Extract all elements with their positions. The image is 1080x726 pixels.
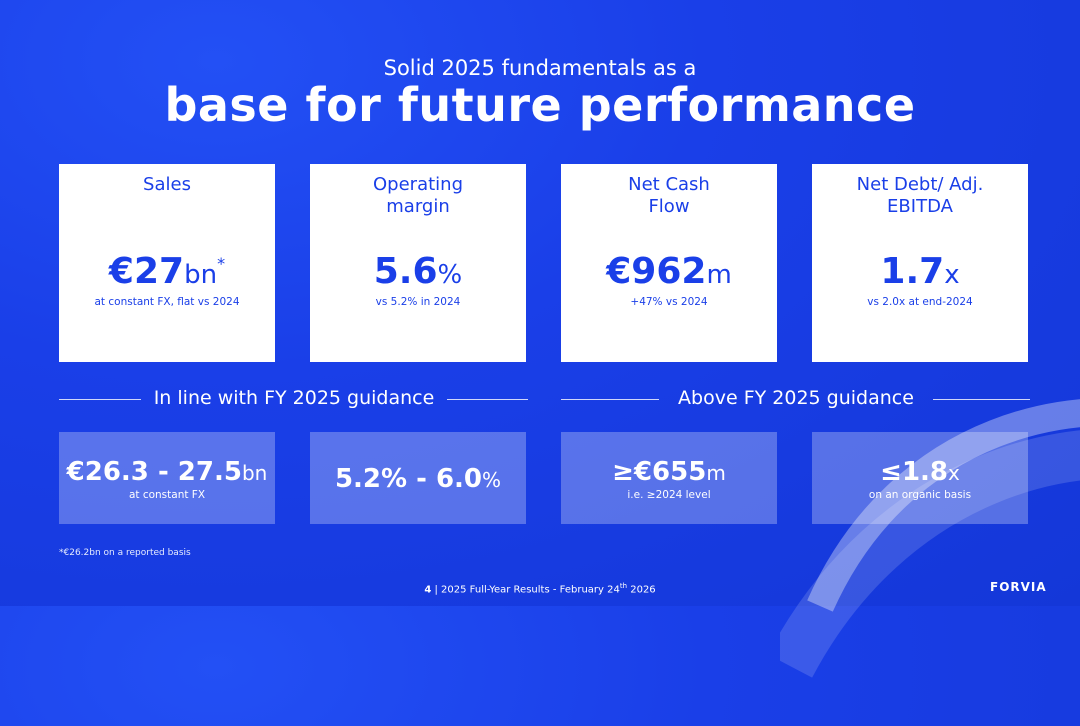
guidance-box-cash-flow: ≥€655m i.e. ≥2024 level — [561, 432, 777, 524]
divider-line — [561, 399, 659, 400]
kpi-label: Net Cash Flow — [628, 174, 710, 217]
guidance-box-net-debt: ≤1.8x on an organic basis — [812, 432, 1028, 524]
divider-line — [933, 399, 1030, 400]
kpi-label: Net Debt/ Adj. EBITDA — [856, 174, 984, 217]
footer-separator: | — [434, 584, 438, 596]
guidance-value: €26.3 - 27.5bn — [66, 457, 268, 487]
kpi-value: €962m — [606, 251, 732, 292]
forvia-logo: FORVIA — [990, 580, 1047, 594]
section-label-above: Above FY 2025 guidance — [678, 387, 914, 409]
slide-title: base for future performance — [164, 78, 916, 132]
divider-line — [447, 399, 528, 400]
divider-line — [59, 399, 141, 400]
section-label-in-line: In line with FY 2025 guidance — [153, 387, 435, 409]
kpi-label: Sales — [143, 174, 191, 195]
footer-text: 2025 Full-Year Results - February 24 — [441, 584, 620, 596]
guidance-value: 5.2% - 6.0% — [334, 464, 502, 494]
kpi-value: 1.7x — [880, 251, 960, 292]
kpi-card-net-debt: Net Debt/ Adj. EBITDA 1.7x vs 2.0x at en… — [812, 164, 1028, 362]
kpi-card-sales: Sales €27bn* at constant FX, flat vs 202… — [59, 164, 275, 362]
kpi-note: vs 2.0x at end-2024 — [867, 296, 973, 308]
kpi-card-operating-margin: Operating margin 5.6% vs 5.2% in 2024 — [310, 164, 526, 362]
guidance-value: ≤1.8x — [880, 457, 960, 487]
footnote: *€26.2bn on a reported basis — [59, 548, 191, 558]
slide-subtitle: Solid 2025 fundamentals as a — [383, 56, 697, 80]
guidance-box-sales: €26.3 - 27.5bn at constant FX — [59, 432, 275, 524]
kpi-note: at constant FX, flat vs 2024 — [94, 296, 240, 308]
kpi-value: €27bn* — [108, 251, 226, 292]
guidance-note: on an organic basis — [868, 489, 972, 501]
kpi-card-net-cash-flow: Net Cash Flow €962m +47% vs 2024 — [561, 164, 777, 362]
guidance-note: i.e. ≥2024 level — [627, 489, 711, 501]
kpi-label: Operating margin — [373, 174, 463, 217]
guidance-value: ≥€655m — [612, 457, 726, 487]
page-number: 4 — [424, 584, 432, 596]
kpi-note: vs 5.2% in 2024 — [375, 296, 461, 308]
kpi-value: 5.6% — [373, 251, 463, 292]
kpi-note: +47% vs 2024 — [630, 296, 708, 308]
guidance-box-margin: 5.2% - 6.0% — [310, 432, 526, 524]
guidance-note: at constant FX — [128, 489, 206, 501]
slide-footer: 4 | 2025 Full-Year Results - February 24… — [424, 582, 656, 596]
